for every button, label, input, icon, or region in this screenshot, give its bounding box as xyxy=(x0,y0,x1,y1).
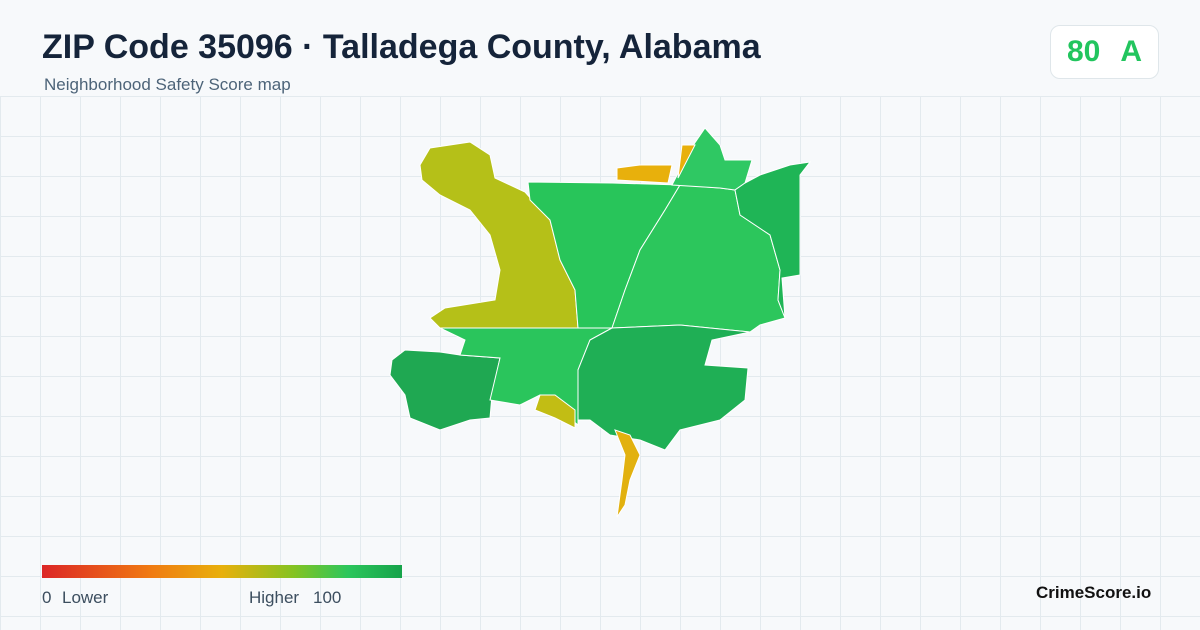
region xyxy=(734,161,812,319)
score-grade: A xyxy=(1120,35,1143,68)
legend-min-label: Lower xyxy=(62,588,109,607)
legend-max-label: Higher xyxy=(249,588,300,607)
region xyxy=(389,349,501,431)
region xyxy=(677,144,696,179)
legend-min: 0 xyxy=(42,588,52,607)
brand: CrimeScore.io xyxy=(1036,583,1152,602)
legend-gradient xyxy=(42,565,402,578)
legend-max: 100 xyxy=(313,588,342,607)
region xyxy=(534,394,576,429)
score-value: 80 xyxy=(1066,35,1101,68)
zip-regions xyxy=(389,127,812,518)
region xyxy=(614,429,641,518)
region xyxy=(616,164,673,184)
score-badge: 80 A xyxy=(1050,25,1159,79)
region xyxy=(577,324,751,451)
subtitle: Neighborhood Safety Score map xyxy=(44,75,291,94)
region xyxy=(671,127,753,191)
title: ZIP Code 35096 · Talladega County, Alaba… xyxy=(42,28,761,66)
